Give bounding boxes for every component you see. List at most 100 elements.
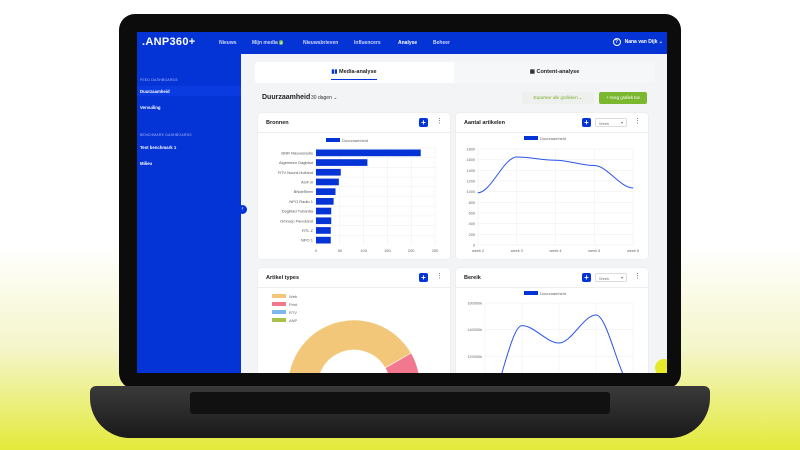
interval-select[interactable]: Week ▾ <box>595 273 627 282</box>
tab-media-analyse[interactable]: ▮▮ Media-analyse <box>255 62 453 83</box>
more-options-icon[interactable]: ⋮ <box>634 273 641 280</box>
x-tick-label: week 4 <box>549 249 561 253</box>
y-tick-label: BNR Nieuwsradio <box>281 150 313 155</box>
y-tick-label: 120000k <box>467 355 482 359</box>
tab-label: Media-analyse <box>338 69 377 75</box>
grid-icon: ▦ <box>529 69 535 75</box>
add-icon[interactable]: + <box>419 118 428 127</box>
top-navbar: .ANP360+ Nieuws Mijn media 8 Nieuwsbriev… <box>137 32 667 54</box>
card-aantal-artikelen: Aantal artikelen + Week ▾ ⋮ Duurzaamheid 0… <box>456 113 648 259</box>
data-point <box>521 325 523 327</box>
x-tick-label: week 5 <box>588 249 600 253</box>
add-icon[interactable]: + <box>419 273 428 282</box>
x-tick-label: week 3 <box>511 249 523 253</box>
divider <box>456 132 648 133</box>
range-label: 30 dagen <box>311 95 332 101</box>
artikel-types-donut-chart: Web Print RTV ANP <box>272 294 419 373</box>
x-tick-label: 200 <box>408 248 415 253</box>
legend-swatch <box>272 294 286 298</box>
add-chart-button[interactable]: + Voeg grafiek toe <box>599 92 647 104</box>
legend-label: Print <box>289 302 298 307</box>
nav-label: Mijn media <box>252 40 278 46</box>
analysis-tabs: ▮▮ Media-analyse ▦ Content-analyse <box>255 62 655 83</box>
y-tick-label: Omroep Flevoland <box>280 218 313 223</box>
y-tick-label: 1000 <box>467 190 475 194</box>
card-title: Bereik <box>464 275 481 281</box>
y-tick-label: NPO Radio 1 <box>289 199 313 204</box>
data-point <box>595 314 597 316</box>
y-tick-label: 160000k <box>467 302 482 306</box>
collapse-sidebar-button[interactable]: ‹ <box>238 205 247 214</box>
card-title: Aantal artikelen <box>464 120 505 126</box>
tab-label: Content-analyse <box>536 69 580 75</box>
card-title: Bronnen <box>266 120 289 126</box>
nav-nieuwsbrieven[interactable]: Nieuwsbrieven <box>303 40 339 46</box>
bar <box>316 236 331 244</box>
nav-beheer[interactable]: Beheer <box>433 40 450 46</box>
y-tick-label: 200 <box>469 233 475 237</box>
x-tick-label: week 6 <box>627 249 639 253</box>
data-point <box>558 342 560 344</box>
divider <box>258 132 450 133</box>
user-menu[interactable]: ? Nana van Dijk ⌄ <box>612 38 663 46</box>
card-artikel-types: Artikel types + ⋮ Web Print RTV ANP <box>258 268 450 373</box>
bar <box>316 168 341 176</box>
help-widget-button[interactable] <box>655 359 667 373</box>
y-tick-label: 140000k <box>467 328 482 332</box>
legend-label: Duurzaamheid <box>342 138 368 143</box>
bar <box>316 149 421 157</box>
data-point <box>477 192 479 194</box>
y-tick-label: 600 <box>469 212 475 216</box>
count-badge: 8 <box>279 40 284 45</box>
select-value: Week <box>599 276 610 281</box>
sidebar-item-test-benchmark[interactable]: Test benchmark 1 <box>140 145 177 150</box>
date-range-select[interactable]: 30 dagen ⌄ <box>311 95 337 101</box>
bar <box>316 227 331 234</box>
donut-slice <box>384 352 419 373</box>
more-options-icon[interactable]: ⋮ <box>634 118 641 125</box>
legend-swatch <box>272 302 286 306</box>
y-tick-label: RTV Noord-Holland <box>278 170 313 175</box>
interval-select[interactable]: Week ▾ <box>595 118 627 127</box>
x-tick-label: week 2 <box>472 249 484 253</box>
more-options-icon[interactable]: ⋮ <box>436 273 443 280</box>
bar <box>316 159 368 166</box>
nav-mijn-media[interactable]: Mijn media 8 <box>252 40 284 46</box>
tab-content-analyse[interactable]: ▦ Content-analyse <box>454 62 655 83</box>
more-options-icon[interactable]: ⋮ <box>436 118 443 125</box>
y-tick-label: 400 <box>469 222 475 226</box>
nav-influencers[interactable]: Influencers <box>354 40 381 46</box>
sidebar: FEED DASHBOARDS Duurzaamheid Vervuiling … <box>137 54 241 373</box>
add-icon[interactable]: + <box>582 118 591 127</box>
x-tick-label: 100 <box>360 248 367 253</box>
caret-down-icon: ▾ <box>620 275 623 280</box>
x-tick-label: 150 <box>384 248 391 253</box>
legend-label: RTV <box>289 310 297 315</box>
nav-analyse[interactable]: Analyse <box>398 40 418 46</box>
legend-swatch <box>524 136 538 140</box>
caret-down-icon: ▾ <box>620 120 623 125</box>
user-name: Nana van Dijk <box>624 39 658 45</box>
legend-label: Duurzaamheid <box>540 136 566 141</box>
bar <box>316 178 339 186</box>
y-tick-label: RTL Z <box>302 228 313 233</box>
bar-chart-icon: ▮▮ <box>331 69 338 75</box>
x-tick-label: 50 <box>338 248 343 253</box>
card-title: Artikel types <box>266 275 300 281</box>
sidebar-item-milieu[interactable]: Milieu <box>140 161 153 166</box>
chevron-down-icon: ⌄ <box>658 39 663 45</box>
bronnen-bar-chart: Duurzaamheid 0 50 100 150 200 250 BNR Nieuwsrad… <box>278 138 439 253</box>
add-icon[interactable]: + <box>582 273 591 282</box>
y-tick-label: 0 <box>473 244 475 248</box>
legend-label: Web <box>289 294 298 299</box>
export-label: Exporteer alle grafieken <box>533 95 578 100</box>
sidebar-item-duurzaamheid[interactable]: Duurzaamheid <box>137 86 241 96</box>
anp-logo[interactable]: .ANP360+ <box>142 36 196 48</box>
nav-nieuws[interactable]: Nieuws <box>219 40 237 46</box>
export-all-button[interactable]: Exporteer alle grafieken ⌄ <box>522 92 594 104</box>
bereik-line-chart: Duurzaamheid60000k80000k100000k120000k14… <box>467 291 634 373</box>
y-tick-label: Dagblad Tubantia <box>282 209 314 214</box>
x-tick-label: 250 <box>432 248 439 253</box>
sidebar-item-vervuiling[interactable]: Vervuiling <box>140 105 161 110</box>
help-icon[interactable]: ? <box>612 38 621 46</box>
